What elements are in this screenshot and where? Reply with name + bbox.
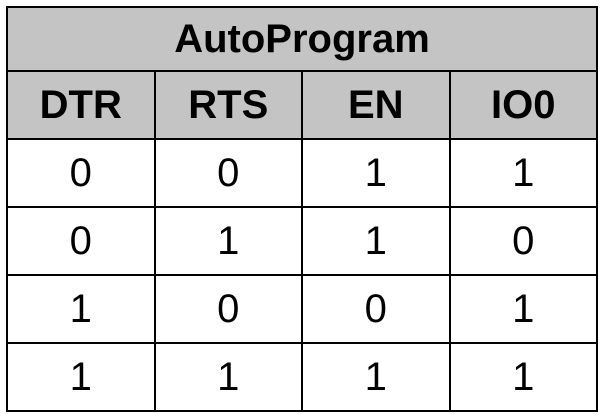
table-cell-rts: 0 (153, 138, 303, 208)
table-row: 1 0 0 1 (6, 274, 598, 344)
table-cell-rts: 1 (153, 206, 303, 276)
title-row: AutoProgram (6, 6, 598, 72)
table-row: 1 1 1 1 (6, 342, 598, 412)
table-cell-en: 1 (301, 206, 451, 276)
table-cell-en: 1 (301, 342, 451, 412)
table-cell-dtr: 1 (6, 342, 156, 412)
table-cell-en: 0 (301, 274, 451, 344)
table-title: AutoProgram (6, 6, 598, 72)
table-cell-dtr: 1 (6, 274, 156, 344)
table-cell-rts: 0 (153, 274, 303, 344)
column-header-rts: RTS (153, 70, 303, 140)
header-row: DTR RTS EN IO0 (6, 70, 598, 140)
table-row: 0 0 1 1 (6, 138, 598, 208)
autoprogram-truth-table: AutoProgram DTR RTS EN IO0 0 0 1 1 0 1 1… (6, 6, 598, 412)
table-row: 0 1 1 0 (6, 206, 598, 276)
table-cell-io0: 1 (448, 342, 598, 412)
table-cell-io0: 1 (448, 274, 598, 344)
column-header-en: EN (301, 70, 451, 140)
table-cell-io0: 0 (448, 206, 598, 276)
table-cell-dtr: 0 (6, 206, 156, 276)
table-cell-io0: 1 (448, 138, 598, 208)
autoprogram-table-container: AutoProgram DTR RTS EN IO0 0 0 1 1 0 1 1… (6, 6, 598, 412)
table-cell-rts: 1 (153, 342, 303, 412)
table-cell-en: 1 (301, 138, 451, 208)
table-cell-dtr: 0 (6, 138, 156, 208)
column-header-io0: IO0 (448, 70, 598, 140)
column-header-dtr: DTR (6, 70, 156, 140)
